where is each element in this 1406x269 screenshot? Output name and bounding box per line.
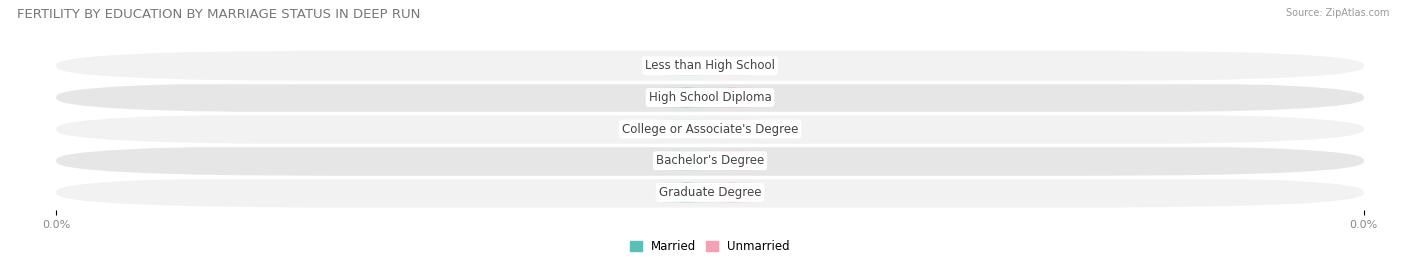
FancyBboxPatch shape [658,119,717,139]
FancyBboxPatch shape [56,114,1364,144]
Text: 0.0%: 0.0% [717,61,748,71]
Text: 0.0%: 0.0% [717,124,748,134]
FancyBboxPatch shape [658,183,717,202]
Text: 0.0%: 0.0% [672,187,703,197]
Text: 0.0%: 0.0% [672,93,703,102]
FancyBboxPatch shape [703,119,762,139]
Text: 0.0%: 0.0% [672,156,703,166]
Text: 0.0%: 0.0% [717,187,748,197]
Text: 0.0%: 0.0% [672,61,703,71]
FancyBboxPatch shape [703,56,762,76]
Text: 0.0%: 0.0% [672,124,703,134]
Text: 0.0%: 0.0% [717,93,748,102]
FancyBboxPatch shape [658,88,717,107]
FancyBboxPatch shape [56,177,1364,208]
Text: High School Diploma: High School Diploma [648,91,772,104]
FancyBboxPatch shape [56,82,1364,113]
Text: FERTILITY BY EDUCATION BY MARRIAGE STATUS IN DEEP RUN: FERTILITY BY EDUCATION BY MARRIAGE STATU… [17,8,420,21]
Text: Less than High School: Less than High School [645,59,775,72]
FancyBboxPatch shape [56,146,1364,176]
Legend: Married, Unmarried: Married, Unmarried [627,238,793,256]
FancyBboxPatch shape [658,151,717,171]
FancyBboxPatch shape [703,151,762,171]
Text: Graduate Degree: Graduate Degree [659,186,761,199]
Text: Bachelor's Degree: Bachelor's Degree [657,154,763,167]
Text: College or Associate's Degree: College or Associate's Degree [621,123,799,136]
FancyBboxPatch shape [56,51,1364,81]
Text: Source: ZipAtlas.com: Source: ZipAtlas.com [1285,8,1389,18]
FancyBboxPatch shape [703,183,762,202]
FancyBboxPatch shape [703,88,762,107]
Text: 0.0%: 0.0% [717,156,748,166]
FancyBboxPatch shape [658,56,717,76]
